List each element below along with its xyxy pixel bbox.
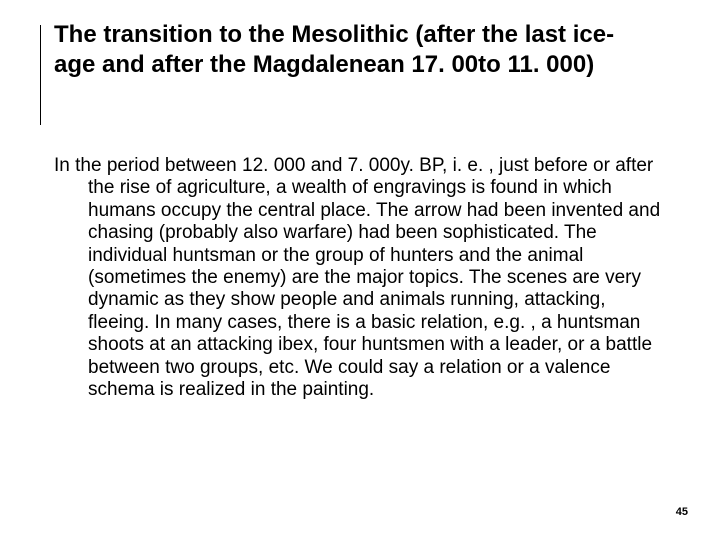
slide-title: The transition to the Mesolithic (after …: [54, 20, 654, 80]
title-block: The transition to the Mesolithic (after …: [54, 20, 654, 80]
body-text-container: In the period between 12. 000 and 7. 000…: [54, 155, 664, 401]
body-paragraph: In the period between 12. 000 and 7. 000…: [54, 155, 664, 401]
title-vertical-rule: [40, 25, 51, 125]
page-number: 45: [676, 506, 688, 518]
body-block: In the period between 12. 000 and 7. 000…: [54, 155, 664, 401]
slide: The transition to the Mesolithic (after …: [0, 0, 720, 540]
